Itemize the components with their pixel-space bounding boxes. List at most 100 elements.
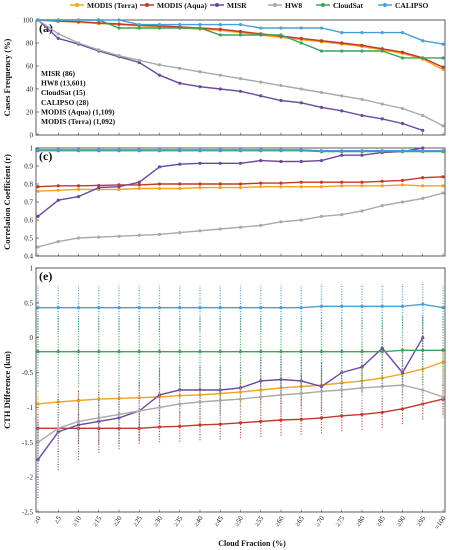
data-point — [279, 33, 283, 37]
y-tick-label: 20 — [26, 109, 34, 117]
data-point — [299, 185, 303, 189]
data-point — [137, 186, 141, 191]
data-point — [441, 149, 445, 153]
data-point — [198, 400, 202, 404]
data-point — [178, 81, 182, 85]
data-point — [319, 180, 324, 184]
data-point — [340, 388, 344, 392]
data-point — [117, 22, 121, 26]
data-point — [56, 306, 60, 310]
data-point — [137, 58, 141, 62]
data-point — [218, 27, 222, 31]
data-point — [259, 80, 263, 84]
legend-label: HW8 — [285, 1, 302, 10]
data-point — [178, 26, 182, 30]
data-point — [76, 187, 81, 191]
data-point — [441, 184, 445, 188]
y-tick-label: 0.7 — [24, 199, 33, 207]
data-point — [421, 302, 425, 306]
y-tick-label: 0.4 — [24, 253, 33, 261]
data-point — [137, 148, 141, 152]
data-point — [36, 189, 40, 193]
data-point — [97, 416, 101, 420]
data-point — [238, 33, 243, 37]
y-tick-label: 0.5 — [24, 235, 33, 243]
x-tick-label: ≥95 — [415, 514, 428, 528]
x-tick-label: ≥75 — [334, 514, 347, 528]
data-point — [279, 159, 283, 164]
data-point — [137, 350, 141, 354]
data-point — [137, 60, 141, 65]
x-tick-label: ≥5 — [52, 514, 63, 525]
y-axis-label: Cases Frequency (%) — [2, 38, 12, 116]
data-point — [76, 306, 81, 310]
plot-frame — [35, 147, 446, 257]
data-point — [360, 386, 364, 390]
series-line — [37, 337, 424, 461]
data-point — [238, 397, 243, 401]
data-point — [400, 304, 405, 308]
data-point — [380, 350, 384, 354]
data-point — [259, 181, 263, 185]
data-point — [340, 49, 344, 53]
legend-marker — [75, 3, 79, 7]
series-hw8 — [36, 191, 445, 249]
data-point — [218, 87, 222, 91]
y-tick-label: 40 — [26, 86, 34, 94]
data-point — [360, 149, 364, 153]
data-point — [36, 306, 40, 310]
data-point — [380, 49, 384, 53]
data-point — [198, 350, 202, 354]
data-point — [279, 306, 283, 310]
data-point — [198, 393, 202, 397]
data-point — [299, 87, 303, 91]
legend-label: CALIPSO — [395, 1, 429, 10]
data-point — [380, 102, 384, 106]
data-point — [299, 350, 303, 354]
series-calipso — [36, 148, 445, 153]
data-point — [441, 348, 445, 352]
data-point — [360, 412, 364, 416]
x-tick-label: ≥35 — [172, 514, 185, 528]
data-point — [360, 153, 364, 157]
data-point — [76, 423, 81, 427]
data-point — [400, 348, 405, 352]
data-point — [319, 159, 324, 163]
data-point — [56, 240, 60, 244]
data-point — [380, 47, 384, 51]
data-point — [97, 18, 101, 22]
data-point — [421, 348, 425, 352]
data-point — [279, 393, 283, 397]
y-tick-label: 1 — [30, 265, 34, 273]
data-point — [441, 56, 445, 60]
data-point — [137, 23, 141, 27]
data-point — [238, 182, 243, 186]
data-point — [117, 412, 121, 416]
count-label: MISR (86) — [41, 69, 75, 78]
data-point — [279, 350, 283, 354]
data-point — [259, 33, 263, 37]
data-point — [259, 159, 263, 163]
data-point — [360, 113, 364, 118]
data-point — [319, 26, 324, 30]
legend-label: MODIS (Aqua) — [157, 1, 207, 10]
data-point — [279, 181, 283, 185]
data-point — [198, 70, 202, 74]
data-point — [380, 184, 384, 188]
data-point — [238, 29, 243, 34]
data-point — [36, 214, 40, 218]
data-point — [157, 186, 162, 191]
y-tick-label: -1.5 — [22, 439, 34, 447]
y-tick-label: 0 — [30, 334, 34, 342]
data-point — [218, 227, 222, 231]
data-point — [198, 229, 202, 233]
data-point — [198, 388, 202, 392]
data-point — [380, 179, 384, 183]
panel-e: -2.5 -2 -1.5 -1 -0.5 0 0.5 1 CTH Difference (km)… — [2, 265, 448, 531]
data-point — [340, 304, 344, 308]
data-point — [340, 213, 344, 217]
data-point — [157, 425, 162, 429]
data-point — [238, 23, 243, 27]
